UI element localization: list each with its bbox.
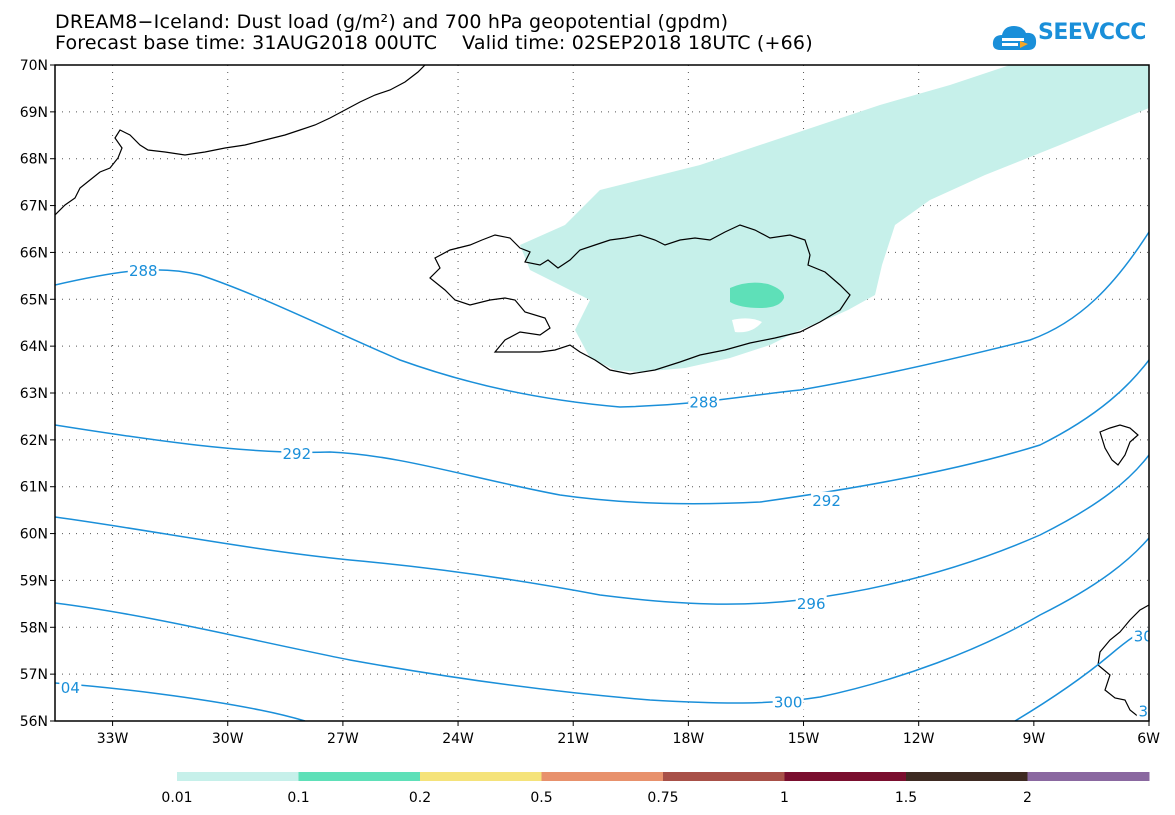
lat-tick-label: 64N	[20, 339, 48, 355]
lon-tick-label: 24W	[442, 731, 474, 747]
faroe-islands	[1099, 424, 1139, 466]
lat-tick-label: 67N	[20, 199, 48, 215]
colorbar-label: 0.1	[287, 790, 309, 806]
contour-label: 288	[129, 262, 158, 280]
contour-label: 30	[1134, 628, 1153, 646]
contour-label: 288	[689, 393, 718, 411]
colorbar-label: 0.2	[409, 790, 431, 806]
lat-tick-label: 61N	[20, 480, 48, 496]
dust-plume-low	[520, 65, 1149, 372]
longitude-axis: 33W 30W 27W 24W 21W 18W 15W 12W 9W 6W	[97, 721, 1160, 747]
lat-tick-label: 66N	[20, 245, 48, 261]
lat-tick-label: 68N	[20, 152, 48, 168]
colorbar-label: 0.01	[161, 790, 192, 806]
lat-tick-label: 56N	[20, 714, 48, 730]
contour-label-group: 288 288 292 292 296 300 04 30 3	[59, 262, 1153, 721]
contour-label-bg	[127, 262, 159, 280]
colorbar-swatch	[298, 772, 421, 781]
colorbar-swatch	[1027, 772, 1150, 781]
lon-tick-label: 15W	[788, 731, 820, 747]
scotland-coastline	[1097, 604, 1149, 719]
dust-plume-mid	[730, 282, 785, 308]
lat-tick-label: 63N	[20, 386, 48, 402]
lon-tick-label: 6W	[1137, 731, 1160, 747]
contour-label: 300	[774, 693, 803, 711]
colorbar-label: 1.5	[895, 790, 917, 806]
lon-tick-label: 33W	[97, 731, 129, 747]
lat-tick-label: 59N	[20, 573, 48, 589]
contour-label-bg	[1132, 627, 1149, 645]
lat-tick-label: 70N	[20, 58, 48, 74]
colorbar-swatch	[420, 772, 542, 781]
colorbar-label: 2	[1023, 790, 1032, 806]
dust-clear-patch	[732, 318, 762, 333]
colorbar-swatch	[784, 772, 907, 781]
greenland-coastline	[55, 65, 426, 216]
lon-tick-label: 18W	[673, 731, 705, 747]
colorbar-label: 0.5	[530, 790, 552, 806]
colorbar: 0.01 0.1 0.2 0.5 0.75 1 1.5 2	[161, 772, 1150, 806]
contour-label: 292	[283, 445, 312, 463]
contour-label-bg	[59, 679, 82, 697]
lat-tick-label: 58N	[20, 620, 48, 636]
logo-text: SEEVCCC	[1038, 20, 1146, 45]
colorbar-swatch	[177, 772, 299, 781]
colorbar-swatch	[541, 772, 664, 781]
lat-tick-label: 60N	[20, 527, 48, 543]
lon-tick-label: 30W	[212, 731, 244, 747]
lon-tick-label: 9W	[1022, 731, 1045, 747]
lat-tick-label: 62N	[20, 433, 48, 449]
cloud-arrow-icon	[992, 26, 1037, 50]
lon-tick-label: 21W	[557, 731, 589, 747]
contour-label: 3	[1138, 703, 1148, 721]
contour-label: 296	[797, 595, 826, 613]
colorbar-label: 0.75	[647, 790, 678, 806]
contour-label-bg	[795, 594, 827, 612]
lat-tick-label: 57N	[20, 667, 48, 683]
contour-label-bg	[1136, 702, 1149, 720]
geopotential-contours	[55, 231, 1149, 721]
iceland-coastline	[429, 224, 851, 375]
contour-label-bg	[811, 491, 843, 509]
colorbar-swatch	[663, 772, 785, 781]
contour-label-bg	[772, 693, 804, 711]
contour-label: 292	[812, 492, 841, 510]
lat-tick-label: 69N	[20, 105, 48, 121]
lon-tick-label: 12W	[903, 731, 935, 747]
contour-label: 04	[61, 679, 80, 697]
lon-tick-label: 27W	[327, 731, 359, 747]
colorbar-swatch	[906, 772, 1028, 781]
colorbar-label: 1	[780, 790, 789, 806]
map-title: DREAM8−Iceland: Dust load (g/m²) and 700…	[55, 11, 729, 33]
map-subtitle-times: Forecast base time: 31AUG2018 00UTC Vali…	[55, 32, 813, 54]
contour-label-bg	[281, 444, 313, 462]
latitude-axis: 70N 69N 68N 67N 66N 65N 64N 63N 62N 61N 60N 59N 58N 5…	[20, 58, 55, 730]
contour-label-bg	[688, 393, 720, 411]
lat-tick-label: 65N	[20, 292, 48, 308]
